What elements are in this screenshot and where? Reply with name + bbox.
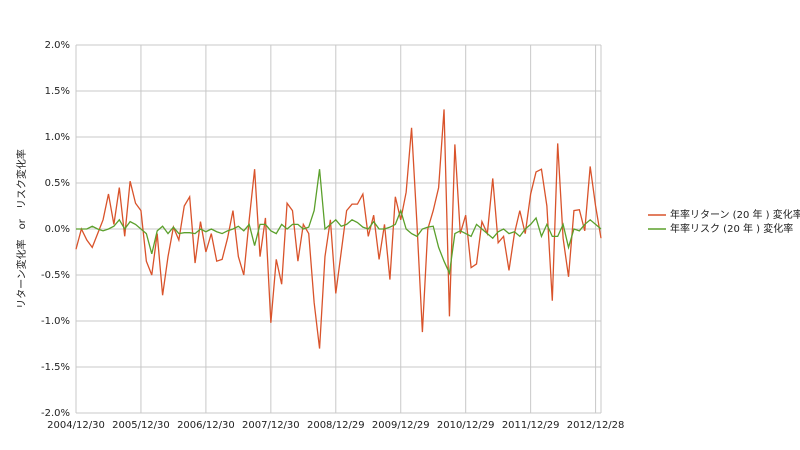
y-tick-label: -2.0%	[41, 408, 70, 419]
series-line	[75, 109, 602, 349]
y-tick-label: 2.0%	[45, 40, 70, 51]
y-tick-label: 1.5%	[45, 86, 70, 97]
y-tick-label: -0.5%	[41, 270, 70, 281]
x-tick-label: 2005/12/30	[112, 420, 170, 431]
y-axis-title: リターン変化率 or リスク変化率	[15, 149, 28, 309]
x-tick-label: 2009/12/29	[372, 420, 430, 431]
x-tick-label: 2011/12/29	[502, 420, 560, 431]
y-tick-label: 1.0%	[45, 132, 70, 143]
x-tick-label: 2007/12/30	[242, 420, 300, 431]
y-tick-label: 0.0%	[45, 224, 70, 235]
x-tick-label: 2012/12/28	[567, 420, 625, 431]
legend-label: 年率リターン (20 年 ) 変化率	[670, 208, 800, 221]
y-tick-label: -1.0%	[41, 316, 70, 327]
x-tick-label: 2006/12/30	[177, 420, 235, 431]
y-tick-label: 0.5%	[45, 178, 70, 189]
y-tick-label: -1.5%	[41, 362, 70, 373]
x-tick-label: 2008/12/29	[307, 420, 365, 431]
series-line	[76, 169, 602, 276]
x-tick-label: 2004/12/30	[47, 420, 105, 431]
x-tick-label: 2010/12/29	[437, 420, 495, 431]
legend-label: 年率リスク (20 年 ) 変化率	[670, 222, 793, 235]
